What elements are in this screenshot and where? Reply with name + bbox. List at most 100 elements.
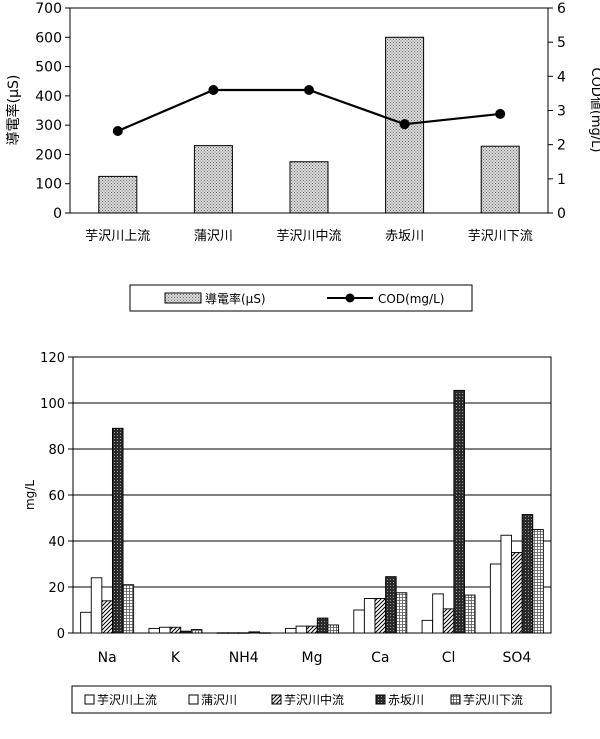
ion-bar: [148, 627, 160, 634]
right-tick-label: 2: [557, 138, 566, 154]
left-tick-label: 0: [53, 206, 62, 222]
chart2-x-axis-labels: Na K NH4 Mg Ca Cl SO4: [98, 650, 532, 666]
x-category-label: K: [171, 650, 181, 666]
ion-bar: [511, 552, 523, 634]
ion-bar: [295, 625, 308, 634]
ion-bar: [237, 632, 250, 634]
ion-bar: [180, 630, 192, 634]
left-tick-label: 700: [35, 1, 62, 17]
y-tick-label: 120: [40, 351, 65, 366]
legend-label-conductivity: 導電率(μS): [205, 291, 266, 306]
cod-line: [112, 85, 506, 136]
ion-concentration-chart: 0 20 40 60 80 100 120 Na K NH4 Mg Ca Cl SO4 mg/L 芋沢川…: [23, 351, 552, 714]
right-tick-label: 0: [557, 206, 566, 222]
chart2-legend-box: [71, 685, 552, 714]
left-tick-label: 600: [35, 30, 62, 46]
ion-bar: [122, 584, 135, 634]
conductivity-bar: [480, 145, 520, 214]
legend-swatch: [375, 694, 386, 705]
ion-bar: [101, 600, 113, 634]
y-tick-label: 40: [48, 535, 65, 550]
cod-point: [304, 85, 314, 95]
right-tick-label: 5: [557, 35, 566, 51]
legend-swatch: [188, 694, 199, 705]
ion-bar: [216, 632, 229, 634]
ion-bar: [259, 632, 271, 634]
ion-bar: [327, 624, 339, 634]
cod-point: [112, 126, 123, 136]
y-tick-label: 20: [48, 581, 65, 596]
ion-bars: [80, 389, 544, 634]
legend-swatch: [84, 694, 95, 705]
x-category-label: 赤坂川: [385, 229, 424, 244]
ion-bar: [80, 611, 92, 634]
chart1-x-axis-labels: 芋沢川上流 蒲沢川 芋沢川中流 赤坂川 芋沢川下流: [85, 229, 532, 244]
x-category-label: Na: [98, 650, 117, 666]
x-category-label: 芋沢川下流: [468, 229, 533, 244]
ion-bar: [159, 626, 171, 634]
conductivity-bar: [193, 145, 233, 214]
chart2-y-axis-title: mg/L: [23, 480, 37, 510]
x-category-label: 芋沢川中流: [276, 229, 341, 244]
ion-bar: [421, 619, 434, 634]
legend-label: 芋沢川上流: [97, 693, 157, 707]
ion-bar: [395, 592, 408, 634]
conductivity-bars: [98, 36, 520, 214]
x-category-label: SO4: [502, 650, 531, 666]
legend-label-cod: COD(mg/L): [378, 292, 444, 306]
cod-point: [399, 119, 410, 130]
right-tick-label: 4: [557, 69, 566, 85]
right-tick-label: 6: [557, 1, 566, 17]
ion-bar: [111, 427, 124, 634]
chart1-y-axis-title: 導電率(μS): [5, 75, 22, 146]
chart2-y-axis: 0 20 40 60 80 100 120: [40, 351, 73, 642]
chart2-legend: 芋沢川上流 蒲沢川 芋沢川中流 赤坂川 芋沢川下流: [71, 685, 552, 714]
ion-bar: [169, 626, 182, 634]
cod-point: [495, 108, 506, 119]
legend-swatch: [271, 694, 282, 705]
ion-bar: [432, 593, 444, 634]
ion-bar: [442, 608, 455, 634]
right-tick-label: 3: [557, 104, 566, 120]
ion-bar: [285, 627, 297, 634]
legend-swatch: [450, 694, 461, 705]
ion-bar: [306, 625, 318, 634]
ion-bar: [248, 631, 261, 634]
legend-label: 蒲沢川: [201, 693, 237, 707]
ion-bar: [489, 563, 502, 634]
ion-bar: [227, 632, 239, 634]
ion-bar: [90, 577, 103, 634]
ion-bar: [464, 594, 476, 634]
ion-bar: [500, 534, 513, 634]
left-tick-label: 500: [35, 60, 62, 76]
left-tick-label: 400: [35, 89, 62, 105]
x-category-label: Cl: [442, 650, 456, 666]
legend-swatch-conductivity: [164, 292, 202, 304]
y-tick-label: 60: [48, 489, 65, 504]
chart1-left-axis: 0 100 200 300 400 500 600 700: [35, 1, 70, 222]
y-tick-label: 100: [40, 397, 65, 412]
conductivity-bar: [289, 161, 329, 214]
conductivity-bar: [98, 175, 138, 214]
ion-bar: [374, 598, 387, 634]
conductivity-cod-chart: 0100200300400500600700 0123456 芋沢川上流 蒲沢川芋…: [5, 1, 600, 312]
legend-swatch-cod-marker: [345, 293, 355, 303]
x-category-label: 蒲沢川: [194, 229, 233, 244]
chart2-legend-items: 芋沢川上流 蒲沢川 芋沢川中流 赤坂川 芋沢川下流: [84, 692, 523, 707]
legend-label: 芋沢川中流: [284, 692, 344, 707]
y-tick-label: 80: [48, 443, 65, 458]
x-category-label: Mg: [302, 650, 323, 666]
ion-bar: [353, 609, 365, 634]
cod-series-line: [117, 88, 501, 133]
ion-bar: [453, 389, 465, 634]
chart1-right-axis: 0 1 2 3 4 5 6: [548, 1, 566, 222]
x-category-label: NH4: [229, 650, 259, 666]
y-tick-label: 0: [57, 627, 65, 642]
chart1-legend: 導電率(μS) COD(mg/L): [129, 284, 473, 312]
ion-bar: [521, 514, 534, 634]
left-tick-label: 300: [35, 118, 62, 134]
chart2-gridlines: [73, 402, 551, 588]
legend-label: 芋沢川下流: [463, 693, 523, 707]
